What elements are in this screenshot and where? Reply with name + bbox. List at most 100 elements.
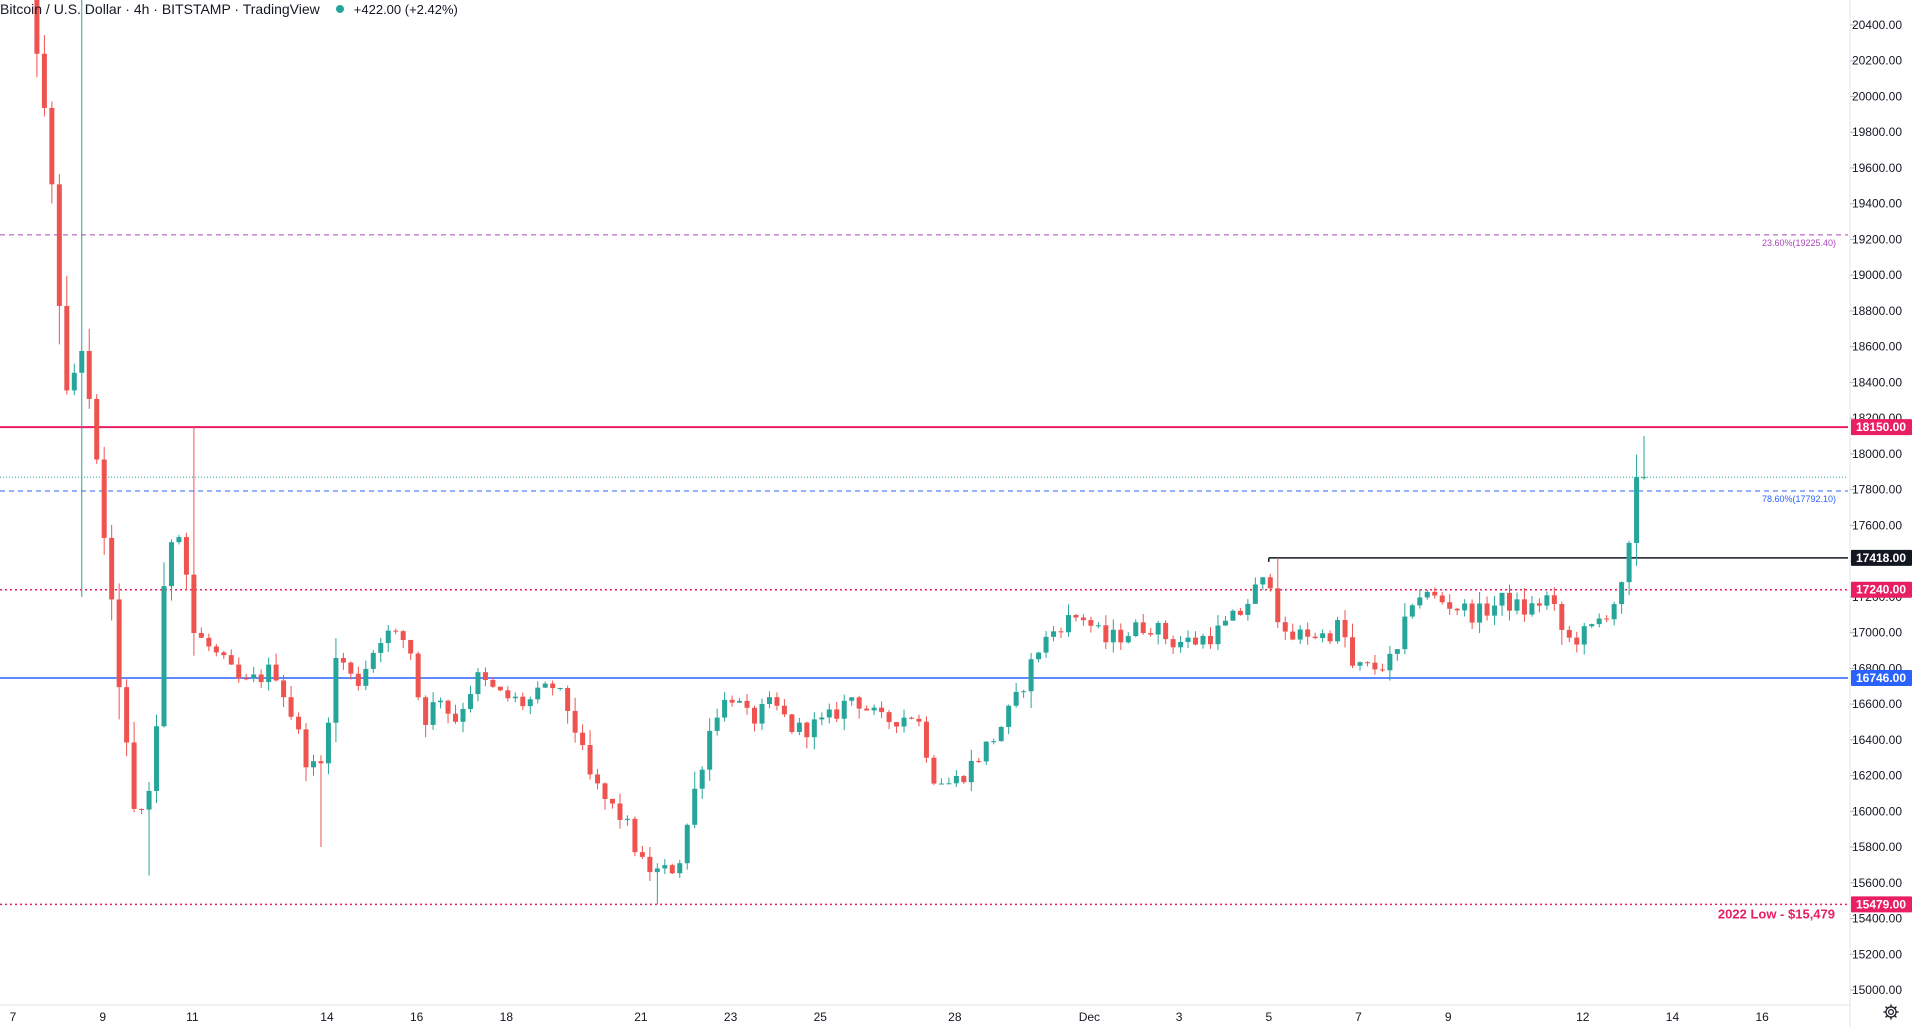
level-price-tag-bg — [1851, 549, 1912, 566]
candle-body — [632, 818, 638, 853]
candle-body — [385, 630, 391, 644]
candle-body — [1506, 592, 1512, 611]
candle-body — [1544, 595, 1550, 606]
candle-body — [669, 865, 675, 874]
candle-body — [1364, 662, 1370, 664]
candle — [453, 704, 459, 724]
candle — [251, 666, 257, 683]
level-price-tag[interactable]: 17418.00 — [1851, 549, 1912, 566]
candle-body — [1559, 604, 1565, 630]
candle — [1529, 595, 1535, 617]
candle-body — [475, 672, 481, 695]
level-price-tag[interactable]: 17240.00 — [1851, 581, 1912, 598]
candle-body — [766, 697, 772, 704]
candle-body — [1521, 599, 1527, 615]
candle — [1394, 648, 1400, 661]
candle-body — [1596, 618, 1602, 625]
candle — [1462, 599, 1468, 617]
gear-icon[interactable] — [1882, 1003, 1900, 1021]
candle — [1521, 588, 1527, 622]
candle-body — [56, 184, 62, 306]
candle-body — [595, 774, 601, 784]
time-tick-label: 25 — [814, 1010, 828, 1024]
candle — [1335, 616, 1341, 644]
price-axis[interactable]: 20400.00 20200.00 20000.00 19800.00 19600.00… — [1850, 18, 1912, 997]
candle-body — [467, 694, 473, 709]
candle — [1110, 619, 1116, 653]
candle-body — [1454, 608, 1460, 611]
candle-body — [1589, 624, 1595, 627]
candle-body — [684, 824, 690, 864]
grid-layer — [0, 0, 1851, 1027]
chart-header: Bitcoin / U.S. Dollar · 4h · BITSTAMP · … — [0, 0, 458, 18]
candle-body — [1342, 619, 1348, 638]
candle-body — [86, 351, 92, 399]
candle-body — [41, 53, 47, 108]
candle-body — [804, 722, 810, 738]
price-tick-label: 17600.00 — [1852, 518, 1902, 532]
candle — [609, 798, 615, 809]
candle-body — [826, 709, 832, 718]
candle-body — [482, 672, 488, 680]
candle — [1604, 615, 1610, 623]
price-tick-label: 16200.00 — [1852, 769, 1902, 783]
candle — [1342, 610, 1348, 648]
candle — [991, 738, 997, 745]
level-price-tag[interactable]: 18150.00 — [1851, 419, 1912, 436]
candle — [415, 651, 421, 701]
candle — [639, 845, 645, 860]
candle-body — [445, 700, 451, 714]
candle — [168, 539, 174, 601]
candle — [109, 524, 115, 621]
candle-body — [1200, 635, 1206, 645]
candle-body — [1305, 629, 1311, 637]
candle-body — [168, 542, 174, 587]
candle — [520, 692, 526, 711]
level-price-tag[interactable]: 15479.00 — [1851, 896, 1912, 913]
candle — [527, 696, 533, 715]
candle-body — [1514, 599, 1520, 611]
candle-body — [1417, 597, 1423, 606]
candle — [849, 697, 855, 706]
candle-body — [1073, 615, 1079, 618]
time-tick-label: 7 — [10, 1010, 17, 1024]
candle — [587, 730, 593, 780]
candle — [206, 633, 212, 652]
candle — [953, 770, 959, 787]
candle-body — [303, 729, 309, 768]
candle — [1506, 584, 1512, 621]
candle — [438, 697, 444, 709]
candle-body — [183, 537, 189, 575]
candle — [752, 705, 758, 732]
candle — [759, 698, 765, 730]
candle-body — [811, 719, 817, 738]
candle — [1155, 620, 1161, 645]
candle — [490, 677, 496, 688]
candle — [1065, 604, 1071, 637]
candle — [161, 562, 167, 728]
candle-body — [348, 662, 354, 674]
candle-body — [946, 783, 952, 785]
candle-body — [1267, 577, 1273, 589]
candle-body — [1103, 625, 1109, 643]
candle — [647, 846, 653, 882]
candle-body — [729, 699, 735, 703]
candle-body — [1237, 610, 1243, 615]
candle — [550, 680, 556, 696]
time-axis[interactable]: 7 9 11 14 16 18 21 23 25 28 Dec 3 5 7 9 12 14 16 — [10, 1010, 1769, 1024]
candle — [968, 749, 974, 792]
candle — [871, 704, 877, 715]
level-price-tag-bg — [1851, 896, 1912, 913]
level-price-tag[interactable]: 16746.00 — [1851, 669, 1912, 686]
candle — [602, 782, 608, 810]
candle — [310, 754, 316, 776]
price-tick-label: 19000.00 — [1852, 268, 1902, 282]
candle — [236, 657, 242, 683]
candle — [1013, 682, 1019, 708]
candle — [1641, 436, 1647, 480]
candle — [101, 446, 107, 555]
candle — [475, 668, 481, 702]
candle-body — [363, 668, 369, 686]
